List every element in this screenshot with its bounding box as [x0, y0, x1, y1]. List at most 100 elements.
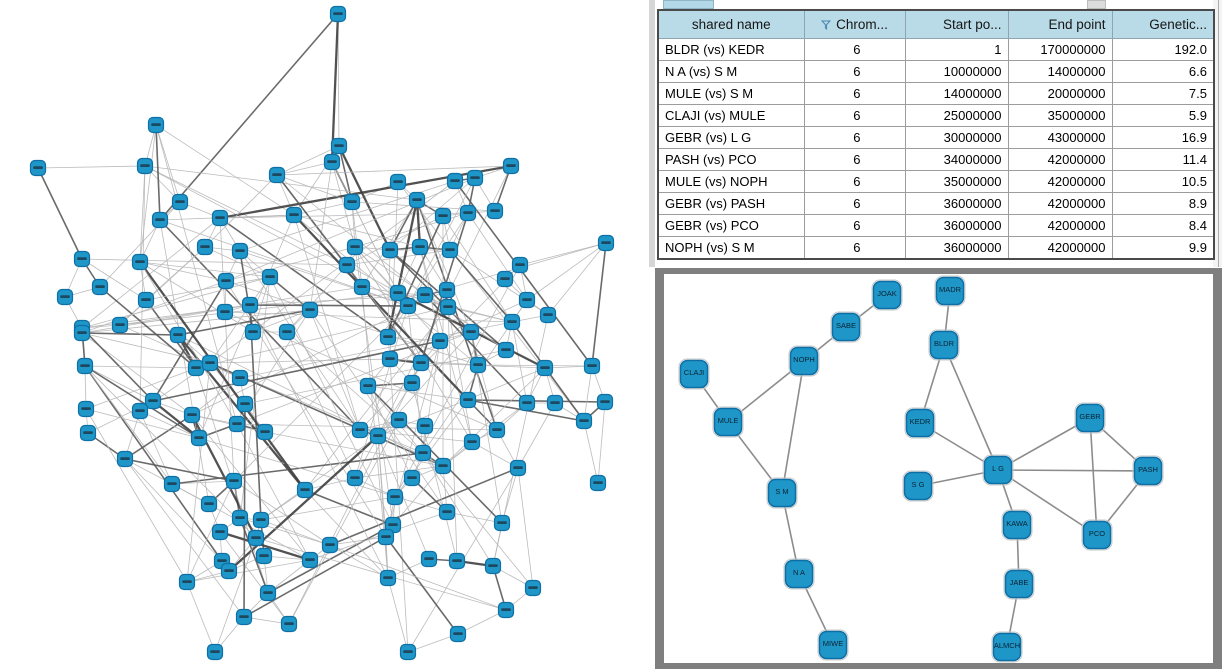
table-cell[interactable]: 6 [803, 148, 906, 171]
network-node[interactable] [244, 323, 262, 341]
network-node[interactable] [575, 412, 593, 430]
subnetwork-node-miwe[interactable]: MIWE [817, 629, 849, 661]
network-node[interactable] [488, 421, 506, 439]
network-node[interactable] [137, 291, 155, 309]
network-node[interactable] [434, 457, 452, 475]
network-node[interactable] [144, 392, 162, 410]
table-row[interactable]: N A (vs) S M 6 10000000 14000000 6.6 [657, 60, 1215, 83]
table-row[interactable]: PASH (vs) PCO 6 34000000 42000000 11.4 [657, 148, 1215, 171]
network-node[interactable] [497, 601, 515, 619]
table-cell[interactable]: 25000000 [904, 104, 1009, 127]
table-cell[interactable]: 8.9 [1111, 192, 1215, 215]
network-node[interactable] [381, 350, 399, 368]
network-node[interactable] [111, 316, 129, 334]
network-node[interactable] [183, 406, 201, 424]
network-node[interactable] [446, 172, 464, 190]
subnetwork-node-madr[interactable]: MADR [934, 275, 966, 307]
network-node[interactable] [131, 402, 149, 420]
network-node[interactable] [399, 643, 417, 661]
table-cell[interactable]: 36000000 [904, 214, 1009, 237]
network-node[interactable] [351, 421, 369, 439]
network-node[interactable] [459, 204, 477, 222]
table-cell[interactable]: 7.5 [1111, 82, 1215, 105]
table-cell[interactable]: 20000000 [1007, 82, 1113, 105]
network-node[interactable] [278, 323, 296, 341]
network-node[interactable] [502, 157, 520, 175]
network-node[interactable] [136, 157, 154, 175]
network-node[interactable] [255, 547, 273, 565]
main-network-view[interactable] [0, 0, 650, 669]
network-node[interactable] [420, 550, 438, 568]
table-cell[interactable]: GEBR (vs) PASH [657, 192, 805, 215]
table-cell[interactable]: 30000000 [904, 126, 1009, 149]
network-node[interactable] [187, 359, 205, 377]
network-node[interactable] [462, 323, 480, 341]
table-cell[interactable]: 36000000 [904, 192, 1009, 215]
column-header-genetic[interactable]: Genetic... [1111, 9, 1215, 39]
network-node[interactable] [231, 509, 249, 527]
network-node[interactable] [484, 557, 502, 575]
subnetwork-node-claji[interactable]: CLAJI [678, 358, 710, 390]
network-node[interactable] [379, 328, 397, 346]
network-node[interactable] [469, 356, 487, 374]
network-node[interactable] [285, 206, 303, 224]
table-row[interactable]: CLAJI (vs) MULE 6 25000000 35000000 5.9 [657, 104, 1215, 127]
network-node[interactable] [261, 268, 279, 286]
network-node[interactable] [268, 166, 286, 184]
table-cell[interactable]: 14000000 [904, 82, 1009, 105]
network-node[interactable] [411, 238, 429, 256]
network-node[interactable] [511, 256, 529, 274]
network-node[interactable] [228, 415, 246, 433]
table-cell[interactable]: 8.4 [1111, 214, 1215, 237]
network-node[interactable] [536, 359, 554, 377]
table-row[interactable]: GEBR (vs) L G 6 30000000 43000000 16.9 [657, 126, 1215, 149]
table-cell[interactable]: 10.5 [1111, 170, 1215, 193]
network-node[interactable] [231, 369, 249, 387]
table-cell[interactable]: 5.9 [1111, 104, 1215, 127]
network-node[interactable] [359, 377, 377, 395]
subnetwork-node-noph[interactable]: NOPH [788, 345, 820, 377]
network-node[interactable] [463, 433, 481, 451]
network-node[interactable] [448, 552, 466, 570]
subnetwork-node-almch[interactable]: ALMCH [991, 631, 1023, 663]
subnetwork-node-lg[interactable]: L G [982, 454, 1014, 486]
network-node[interactable] [323, 153, 341, 171]
subnetwork-node-kawa[interactable]: KAWA [1001, 509, 1033, 541]
subnetwork-node-sm[interactable]: S M [766, 477, 798, 509]
column-header-chrom[interactable]: Chrom... [803, 9, 906, 39]
table-cell[interactable]: 6.6 [1111, 60, 1215, 83]
table-cell[interactable]: 6 [803, 126, 906, 149]
network-node[interactable] [56, 288, 74, 306]
network-node[interactable] [169, 326, 187, 344]
network-node[interactable] [76, 357, 94, 375]
network-node[interactable] [389, 173, 407, 191]
network-node[interactable] [321, 536, 339, 554]
network-node[interactable] [217, 272, 235, 290]
network-node[interactable] [220, 562, 238, 580]
network-node[interactable] [29, 159, 47, 177]
network-node[interactable] [408, 191, 426, 209]
network-node[interactable] [241, 296, 259, 314]
table-row[interactable]: BLDR (vs) KEDR 6 1 170000000 192.0 [657, 38, 1215, 61]
network-node[interactable] [343, 193, 361, 211]
network-node[interactable] [346, 469, 364, 487]
table-cell[interactable]: 6 [803, 104, 906, 127]
network-node[interactable] [412, 354, 430, 372]
network-node[interactable] [211, 209, 229, 227]
subnetwork-edges[interactable] [693, 290, 1149, 648]
network-node[interactable] [200, 495, 218, 513]
network-node[interactable] [459, 391, 477, 409]
table-row[interactable]: MULE (vs) NOPH 6 35000000 42000000 10.5 [657, 170, 1215, 193]
network-node[interactable] [280, 615, 298, 633]
table-cell[interactable]: NOPH (vs) S M [657, 236, 805, 260]
network-node[interactable] [486, 202, 504, 220]
network-node[interactable] [449, 625, 467, 643]
network-node[interactable] [416, 417, 434, 435]
network-node[interactable] [439, 298, 457, 316]
network-node[interactable] [346, 238, 364, 256]
subnetwork-node-mule[interactable]: MULE [712, 406, 744, 438]
network-node[interactable] [389, 284, 407, 302]
network-node[interactable] [231, 242, 249, 260]
subnetwork-node-sg[interactable]: S G [902, 470, 934, 502]
network-node[interactable] [589, 474, 607, 492]
